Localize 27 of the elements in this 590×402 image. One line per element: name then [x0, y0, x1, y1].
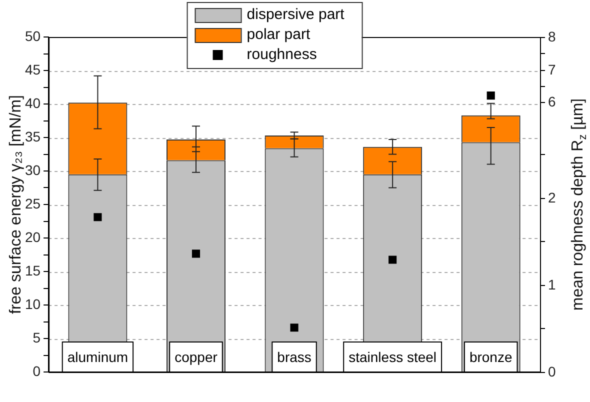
y2-tick-label: 1: [548, 276, 556, 292]
x-tick-label: stainless steel: [348, 348, 437, 365]
legend-label: dispersive part: [246, 6, 346, 24]
y-axis-title: free surface energy γ₂₃ [mN/m]: [7, 94, 24, 314]
y2-axis-title: mean roghness depth Rz [µm]: [569, 98, 589, 311]
y-tick-label: 10: [24, 296, 41, 312]
legend-label: roughness: [246, 46, 317, 64]
y3-tick-label: 6: [548, 93, 556, 110]
y-tick-label: 50: [24, 28, 41, 44]
y2-tick-label: 0: [548, 363, 556, 380]
y-tick-label: 45: [24, 61, 41, 78]
x-tick-label: bronze: [469, 348, 512, 365]
y-tick-label: 5: [32, 329, 41, 346]
y3-tick-label: 7: [548, 61, 556, 78]
x-tick-label: copper: [174, 348, 218, 365]
y-tick-label: 0: [32, 362, 41, 379]
y3-tick-label: 8: [548, 28, 556, 44]
y-tick-label: 15: [24, 262, 41, 278]
y-tick-label: 20: [24, 228, 41, 245]
legend-label: polar part: [246, 26, 311, 44]
y-tick-label: 25: [24, 195, 41, 212]
y-tick-label: 30: [24, 162, 41, 178]
x-tick-label: aluminum: [67, 348, 128, 365]
y2-tick-label: 2: [548, 189, 556, 206]
y-tick-label: 35: [24, 128, 41, 144]
y-tick-label: 40: [24, 94, 41, 111]
x-tick-label: brass: [277, 348, 312, 365]
